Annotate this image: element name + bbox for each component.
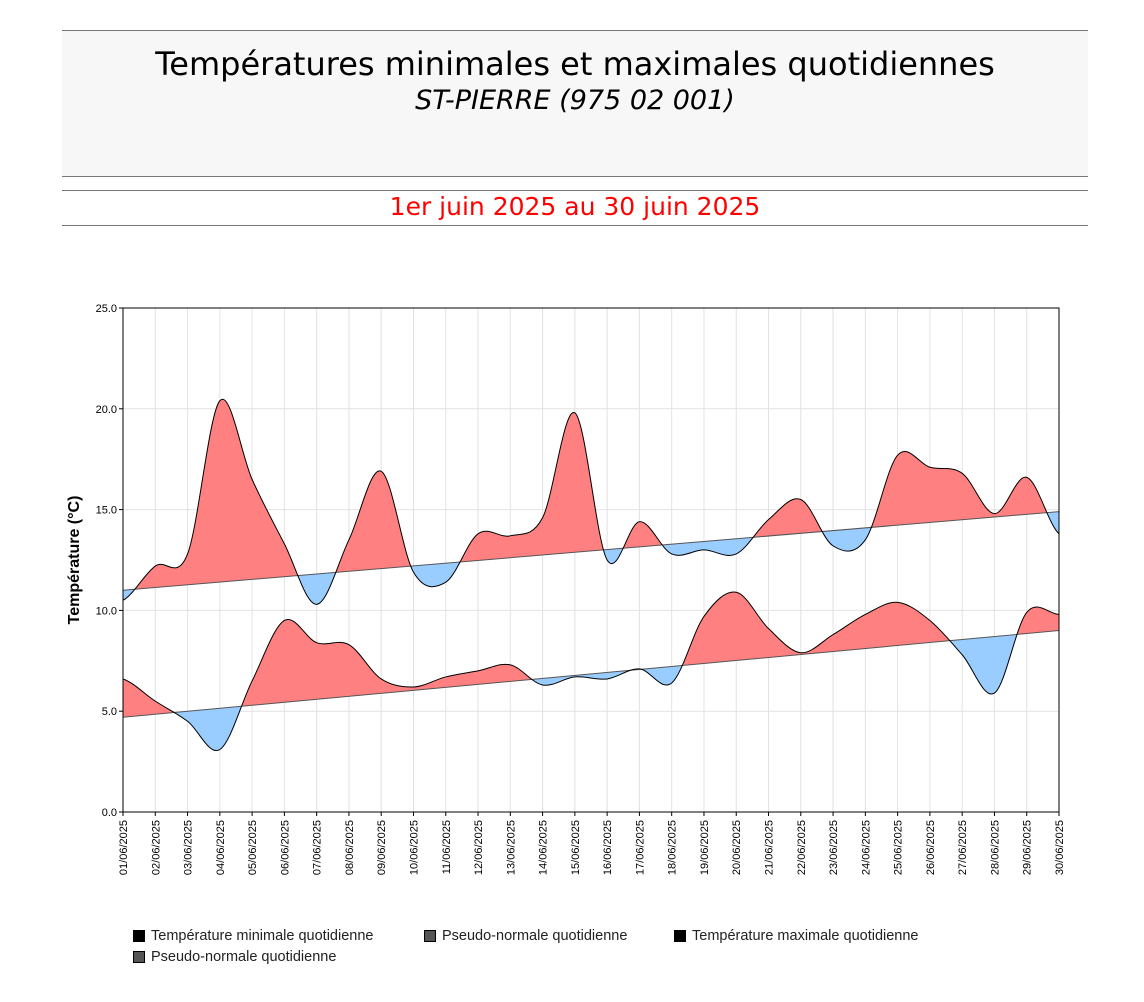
legend-swatch (424, 930, 436, 942)
area-above-normal (123, 399, 1059, 591)
y-tick-label: 15.0 (96, 505, 117, 517)
x-tick-label: 26/06/2025 (925, 820, 937, 875)
legend-item-max: Température maximale quotidienne (674, 928, 919, 944)
x-tick-label: 18/06/2025 (667, 820, 679, 875)
x-tick-label: 12/06/2025 (473, 820, 485, 875)
x-tick-label: 13/06/2025 (505, 820, 517, 875)
x-tick-label: 04/06/2025 (215, 820, 227, 875)
y-tick-label: 20.0 (96, 404, 117, 416)
x-tick-label: 27/06/2025 (957, 820, 969, 875)
x-tick-label: 05/06/2025 (247, 820, 259, 875)
x-tick-label: 30/06/2025 (1054, 820, 1066, 875)
y-tick-label: 0.0 (102, 807, 117, 819)
x-tick-label: 06/06/2025 (279, 820, 291, 875)
x-tick-label: 24/06/2025 (860, 820, 872, 875)
legend-label: Température minimale quotidienne (151, 928, 374, 944)
x-tick-label: 10/06/2025 (408, 820, 420, 875)
x-tick-label: 22/06/2025 (796, 820, 808, 875)
legend-item-normal-min: Pseudo-normale quotidienne (424, 928, 627, 944)
x-tick-label: 17/06/2025 (634, 820, 646, 875)
x-tick-label: 28/06/2025 (989, 820, 1001, 875)
plot-frame (122, 307, 1060, 813)
legend-swatch (674, 930, 686, 942)
x-tick-label: 09/06/2025 (376, 820, 388, 875)
x-tick-label: 16/06/2025 (602, 820, 614, 875)
legend-label: Température maximale quotidienne (692, 928, 919, 944)
y-axis-label: Température (°C) (66, 496, 83, 625)
x-tick-label: 21/06/2025 (764, 820, 776, 875)
x-tick-label: 20/06/2025 (731, 820, 743, 875)
x-tick-label: 15/06/2025 (570, 820, 582, 875)
x-tick-label: 08/06/2025 (344, 820, 356, 875)
y-tick-label: 5.0 (102, 706, 117, 718)
area-above-normal (123, 592, 1059, 718)
normal-line (122, 630, 1060, 718)
x-tick-label: 23/06/2025 (828, 820, 840, 875)
legend-label: Pseudo-normale quotidienne (442, 928, 628, 944)
x-tick-label: 01/06/2025 (118, 820, 130, 875)
x-tick-label: 03/06/2025 (183, 820, 195, 875)
x-tick-label: 07/06/2025 (312, 820, 324, 875)
x-tick-label: 29/06/2025 (1022, 820, 1034, 875)
legend-swatch (133, 951, 145, 963)
series-line (122, 398, 1060, 605)
y-tick-label: 10.0 (96, 605, 117, 617)
normal-line (122, 511, 1060, 591)
legend-item-normal-max: Pseudo-normale quotidienne (133, 949, 336, 965)
station-subtitle: ST-PIERRE (975 02 001) (415, 85, 735, 116)
legend-item-min: Température minimale quotidienne (133, 928, 373, 944)
x-tick-label: 11/06/2025 (441, 820, 453, 874)
x-tick-label: 19/06/2025 (699, 820, 711, 875)
legend-swatch (133, 930, 145, 942)
series-line (122, 591, 1060, 752)
y-tick-label: 25.0 (96, 303, 117, 315)
x-tick-label: 02/06/2025 (150, 820, 162, 875)
x-tick-label: 25/06/2025 (893, 820, 905, 875)
period-box: 1er juin 2025 au 30 juin 2025 (62, 190, 1088, 226)
x-tick-label: 14/06/2025 (538, 820, 550, 875)
period-label: 1er juin 2025 au 30 juin 2025 (389, 192, 761, 221)
title-box: Températures minimales et maximales quot… (62, 30, 1088, 177)
chart-title: Températures minimales et maximales quot… (155, 45, 995, 83)
legend-label: Pseudo-normale quotidienne (151, 949, 337, 965)
